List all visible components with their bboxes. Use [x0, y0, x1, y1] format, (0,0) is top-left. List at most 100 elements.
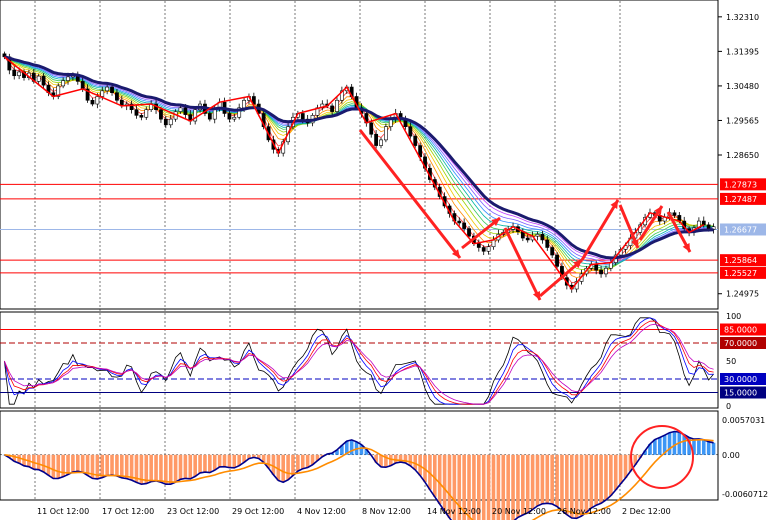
- macd-bar: [388, 454, 393, 466]
- macd-bar: [555, 454, 559, 507]
- macd-bar: [682, 434, 687, 455]
- macd-bar: [496, 454, 501, 520]
- candle-body: [159, 109, 163, 120]
- osc-level-tag: [720, 337, 766, 349]
- macd-bar: [173, 454, 178, 483]
- candle-body: [139, 115, 144, 118]
- macd-bar: [521, 454, 525, 515]
- candle-body: [134, 109, 139, 116]
- candle-body: [242, 99, 246, 109]
- candle-body: [330, 105, 335, 112]
- y-tick-label: 1.24975: [726, 290, 759, 299]
- osc-level-tag-label: 15.0000: [724, 389, 757, 398]
- macd-bar: [486, 454, 491, 520]
- macd-bar: [623, 454, 628, 479]
- macd-bar: [662, 435, 667, 455]
- candle-body: [61, 80, 66, 87]
- macd-bar: [364, 449, 369, 455]
- macd-bar: [501, 454, 506, 520]
- macd-bar: [545, 454, 550, 504]
- candle-body: [374, 133, 379, 146]
- osc-level-tag-label: 85.0000: [724, 326, 757, 335]
- highlight-circle: [630, 425, 694, 489]
- macd-bar: [198, 454, 202, 473]
- osc-level-tag-label: 30.0000: [724, 375, 757, 384]
- macd-bar: [565, 454, 569, 515]
- macd-bar: [183, 454, 188, 479]
- x-tick-label: 8 Nov 12:00: [362, 507, 411, 516]
- macd-bar: [457, 454, 462, 520]
- macd-bar: [481, 454, 486, 520]
- macd-bar: [335, 449, 339, 455]
- macd-bar: [413, 454, 418, 470]
- macd-bar: [66, 454, 70, 475]
- macd-bar: [648, 444, 652, 455]
- macd-bar: [618, 454, 623, 484]
- macd-bar: [638, 454, 642, 458]
- macd-bar: [340, 445, 344, 455]
- macd-bar: [477, 454, 481, 520]
- macd-bar: [237, 454, 241, 466]
- osc-level-tag: [720, 323, 766, 336]
- macd-bar: [569, 454, 574, 519]
- arrow-head: [532, 291, 540, 300]
- oscillator-lines: [0, 317, 718, 405]
- macd-bar: [706, 441, 711, 455]
- level-tag: [720, 178, 766, 191]
- level-tag: [720, 192, 766, 205]
- x-tick-label: 4 Nov 12:00: [297, 507, 346, 516]
- macd-bar: [188, 454, 193, 479]
- candle-body: [481, 247, 486, 252]
- macd-bar: [516, 454, 520, 518]
- macd-bar: [203, 454, 207, 473]
- osc-level-tag: [720, 386, 766, 399]
- level-tag: [720, 266, 766, 279]
- candle-body: [193, 109, 198, 122]
- macd-bar: [46, 454, 51, 476]
- macd-bar: [687, 437, 691, 455]
- macd-bar: [667, 432, 672, 455]
- candle-body: [100, 90, 105, 97]
- arrow-head: [654, 206, 662, 215]
- macd-bar: [212, 454, 217, 471]
- candle-body: [36, 75, 41, 82]
- candle-body: [388, 118, 393, 127]
- macd-bar: [80, 454, 85, 473]
- macd-bar: [535, 454, 540, 506]
- osc-tick-label: 0: [726, 402, 731, 411]
- macd-bar: [85, 454, 90, 476]
- candle-body: [144, 109, 149, 118]
- x-tick-label: 14 Nov 12:00: [427, 507, 481, 516]
- macd-bar: [393, 454, 398, 463]
- macd-bar: [193, 454, 197, 477]
- candle-body: [383, 126, 388, 141]
- candle-body: [12, 69, 17, 77]
- candle-body: [491, 239, 496, 248]
- macd-bar: [384, 454, 388, 468]
- x-tick-label: 11 Oct 12:00: [37, 507, 89, 516]
- macd-bar: [643, 450, 647, 455]
- candle-body: [476, 243, 481, 248]
- level-tag-label: 1.25527: [724, 269, 757, 278]
- level-tag-label: 1.26677: [724, 225, 757, 234]
- macd-bar: [452, 454, 457, 520]
- candle-body: [672, 212, 677, 216]
- candle-body: [85, 88, 90, 101]
- y-tick-label: 1.30480: [726, 82, 759, 91]
- level-tag: [720, 223, 766, 236]
- candle-body: [535, 233, 540, 237]
- y-axis-labels: 1.27873 1.27487 1.26677 1.25864 1.25527 1.323…: [718, 13, 768, 499]
- candle-body: [379, 139, 383, 146]
- macd-bar: [442, 454, 447, 512]
- macd-bar: [36, 454, 41, 470]
- macd-bar: [609, 454, 613, 496]
- candle-body: [207, 113, 212, 120]
- arrow-head: [491, 218, 500, 227]
- macd-bar: [359, 444, 364, 455]
- macd-bar: [154, 454, 158, 481]
- macd-bar: [574, 454, 579, 519]
- macd-bar: [467, 454, 471, 520]
- macd-bar: [320, 454, 325, 457]
- candle-body: [227, 113, 232, 120]
- osc-level-tag-label: 70.0000: [724, 339, 757, 348]
